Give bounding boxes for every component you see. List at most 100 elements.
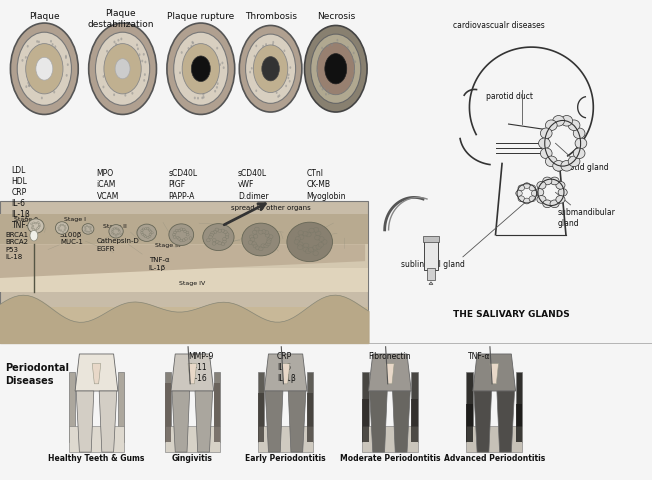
Text: Necrosis: Necrosis [317, 12, 355, 21]
Text: parotid duct: parotid duct [486, 92, 533, 101]
Ellipse shape [141, 230, 143, 232]
Ellipse shape [250, 238, 255, 242]
Ellipse shape [58, 228, 59, 229]
Ellipse shape [41, 97, 43, 100]
Ellipse shape [278, 95, 280, 98]
Ellipse shape [225, 233, 229, 237]
Ellipse shape [353, 71, 355, 73]
Ellipse shape [27, 46, 29, 48]
Polygon shape [466, 405, 473, 443]
Ellipse shape [313, 246, 318, 251]
Text: CRP
IL-6
IL-1β: CRP IL-6 IL-1β [277, 351, 296, 383]
Ellipse shape [125, 95, 126, 97]
Ellipse shape [246, 35, 295, 104]
Ellipse shape [299, 235, 304, 240]
Text: Advanced Periodontitis: Advanced Periodontitis [443, 453, 545, 462]
Ellipse shape [141, 234, 144, 236]
Ellipse shape [214, 91, 216, 93]
Text: spread to other organs: spread to other organs [231, 204, 311, 210]
Ellipse shape [253, 244, 258, 249]
Ellipse shape [298, 231, 303, 236]
Text: Periodontal
Diseases: Periodontal Diseases [5, 362, 69, 385]
Ellipse shape [248, 241, 253, 245]
Ellipse shape [316, 245, 321, 250]
Ellipse shape [119, 231, 121, 233]
Ellipse shape [33, 229, 35, 231]
Ellipse shape [328, 93, 330, 96]
Ellipse shape [115, 235, 117, 237]
Text: Thrombosis: Thrombosis [244, 12, 297, 21]
Ellipse shape [317, 44, 355, 96]
FancyBboxPatch shape [424, 240, 438, 271]
Polygon shape [164, 372, 171, 443]
Ellipse shape [178, 238, 181, 241]
Polygon shape [0, 307, 368, 343]
Ellipse shape [309, 228, 314, 233]
Ellipse shape [353, 60, 355, 63]
Ellipse shape [221, 229, 225, 233]
Ellipse shape [325, 55, 347, 85]
Text: Plaque
destabilization: Plaque destabilization [87, 9, 154, 29]
Polygon shape [195, 391, 213, 452]
Ellipse shape [558, 189, 567, 197]
Polygon shape [265, 391, 283, 452]
Ellipse shape [186, 232, 189, 234]
Ellipse shape [151, 232, 153, 234]
Ellipse shape [36, 58, 53, 81]
FancyBboxPatch shape [258, 426, 314, 452]
Ellipse shape [145, 236, 147, 238]
Polygon shape [0, 245, 365, 278]
Ellipse shape [256, 246, 260, 251]
Polygon shape [490, 364, 499, 384]
Ellipse shape [219, 64, 221, 67]
FancyBboxPatch shape [466, 426, 522, 452]
Ellipse shape [30, 231, 38, 241]
Ellipse shape [336, 40, 338, 42]
Ellipse shape [32, 226, 34, 228]
Ellipse shape [192, 42, 194, 45]
Ellipse shape [259, 247, 263, 251]
Ellipse shape [183, 240, 185, 242]
Ellipse shape [182, 229, 185, 231]
Polygon shape [411, 399, 418, 443]
Ellipse shape [222, 240, 226, 243]
Ellipse shape [216, 87, 218, 90]
Ellipse shape [38, 41, 40, 44]
Ellipse shape [201, 97, 203, 100]
Text: THE SALIVARY GLANDS: THE SALIVARY GLANDS [453, 310, 570, 319]
Ellipse shape [142, 228, 145, 230]
Ellipse shape [306, 233, 311, 238]
Ellipse shape [568, 120, 580, 131]
Ellipse shape [288, 77, 289, 80]
Ellipse shape [289, 67, 291, 70]
Ellipse shape [65, 57, 67, 60]
Ellipse shape [550, 178, 559, 185]
Polygon shape [99, 391, 117, 452]
Polygon shape [264, 354, 307, 391]
Ellipse shape [147, 237, 149, 239]
Ellipse shape [524, 199, 530, 204]
Ellipse shape [225, 236, 229, 239]
Ellipse shape [27, 219, 44, 234]
Ellipse shape [17, 33, 72, 106]
Text: BRCA1
BRCA2
P53
IL-18: BRCA1 BRCA2 P53 IL-18 [5, 231, 28, 260]
Ellipse shape [541, 129, 552, 139]
Text: Healthy Teeth & Gums: Healthy Teeth & Gums [48, 453, 145, 462]
Ellipse shape [102, 86, 104, 89]
Ellipse shape [210, 234, 213, 237]
Ellipse shape [259, 231, 263, 235]
Ellipse shape [149, 236, 151, 238]
Ellipse shape [65, 56, 67, 59]
Text: S100β
MUC-1: S100β MUC-1 [60, 231, 83, 245]
Ellipse shape [191, 57, 211, 83]
Ellipse shape [524, 183, 530, 189]
Polygon shape [68, 372, 75, 443]
Ellipse shape [265, 44, 267, 47]
Ellipse shape [88, 232, 90, 233]
Ellipse shape [169, 225, 194, 246]
Ellipse shape [256, 46, 258, 48]
Ellipse shape [254, 235, 258, 239]
Ellipse shape [112, 229, 113, 231]
Ellipse shape [66, 75, 68, 78]
Ellipse shape [113, 41, 115, 44]
